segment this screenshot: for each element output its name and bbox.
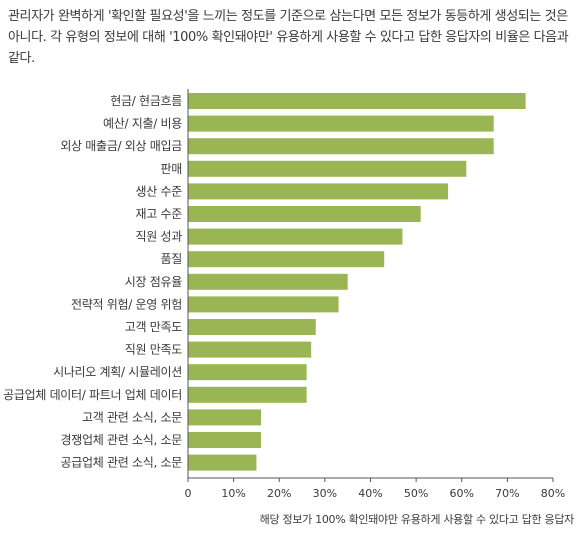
bar [188,273,348,290]
category-label: 공급업체 관련 소식, 소문 [61,456,183,470]
category-label: 전략적 위험/ 운영 위험 [71,297,182,311]
bar [188,138,494,155]
x-tick-label: 50% [404,487,428,500]
bar [188,386,307,403]
bar [188,115,494,132]
category-label: 판매 [161,162,182,176]
bar [188,319,316,335]
category-label: 직원 만족도 [125,343,182,357]
x-ticks-group: 0 10% 20% 30% 40% 50% 60% 70% 80% [185,478,565,500]
category-label: 고객 만족도 [125,320,182,334]
category-label: 직원 성과 [136,230,183,244]
category-label: 재고 수준 [136,207,183,221]
intro-text: 관리자가 완벽하게 '확인할 필요성'을 느끼는 정도를 기준으로 삼는다면 모… [8,9,569,66]
category-label: 외상 매출금/ 외상 매입금 [60,139,182,153]
x-tick-label: 60% [450,487,474,500]
x-tick-label: 10% [221,487,245,500]
category-label: 고객 관련 소식, 소문 [82,410,182,424]
bar [188,432,261,448]
bar [188,251,385,268]
bar [188,228,403,245]
category-label: 시나리오 계획/ 시뮬레이션 [53,365,182,379]
bar [188,296,339,313]
x-tick-label: 70% [495,487,519,500]
category-label: 예산/ 지출/ 비용 [103,117,182,131]
bar [188,341,312,358]
bar [188,409,261,426]
category-label: 공급업체 데이터/ 파트너 업체 데이터 [3,388,182,402]
x-tick-label: 30% [313,487,337,500]
category-label: 품질 [161,252,182,266]
bar [188,160,467,177]
category-label: 생산 수준 [136,184,183,198]
x-tick-label: 0 [185,487,192,500]
x-axis-title: 해당 정보가 100% 확인돼야만 유용하게 사용할 수 있다고 답한 응답자 [260,512,575,526]
category-label: 경쟁업체 관련 소식, 소문 [61,433,183,447]
x-tick-label: 40% [358,487,382,500]
category-label: 현금/ 현금흐름 [110,94,182,108]
x-tick-label: 20% [267,487,291,500]
bar [188,206,421,222]
category-label: 시장 점유율 [125,275,182,289]
x-tick-label: 80% [541,487,565,500]
bar [188,183,449,200]
bar [188,364,307,381]
bars-group [188,93,526,471]
bar [188,93,526,109]
bar [188,454,257,471]
